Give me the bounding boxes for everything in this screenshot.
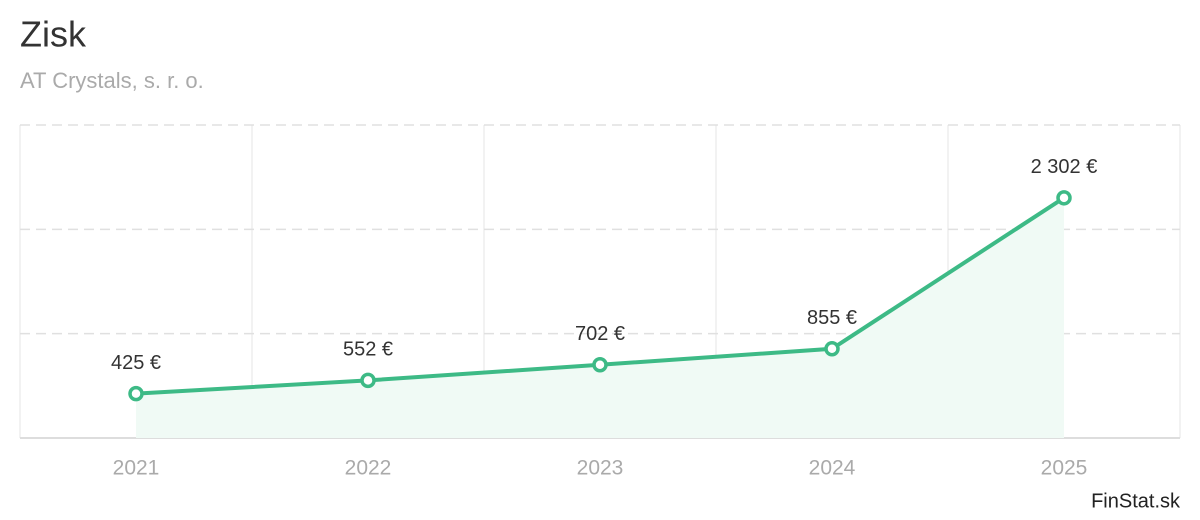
x-tick-label: 2022 — [345, 457, 392, 480]
data-label: 2 302 € — [1031, 156, 1098, 178]
chart-title: Zisk — [20, 14, 87, 55]
point — [592, 357, 608, 373]
data-label: 425 € — [111, 352, 161, 374]
point — [128, 385, 144, 402]
data-label: 855 € — [807, 307, 857, 329]
data-label: 552 € — [343, 339, 393, 361]
point — [824, 341, 840, 357]
area — [136, 197, 1064, 438]
x-tick-label: 2021 — [113, 457, 160, 480]
x-tick-label: 2023 — [577, 457, 624, 480]
point — [1056, 190, 1072, 206]
chart-subtitle: AT Crystals, s. r. o. — [20, 68, 204, 93]
credit: FinStat.sk — [1091, 490, 1181, 512]
point — [360, 372, 376, 389]
x-tick-label: 2024 — [809, 457, 856, 480]
data-label: 702 € — [575, 323, 625, 345]
x-tick-label: 2025 — [1041, 457, 1088, 480]
